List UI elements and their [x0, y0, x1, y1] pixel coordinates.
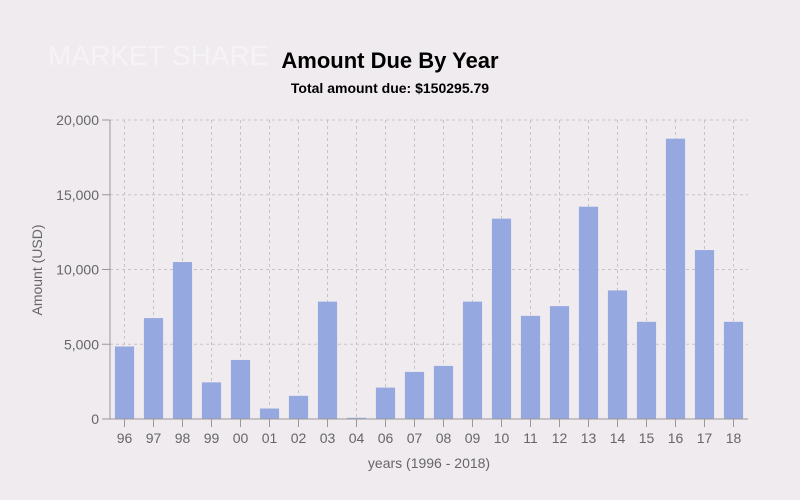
x-axis-label: years (1996 - 2018): [368, 455, 490, 471]
bar-17[interactable]: [694, 250, 715, 419]
bars-group: [114, 138, 744, 419]
x-tick-label: 98: [175, 430, 191, 446]
x-tick-label: 07: [407, 430, 423, 446]
x-tick-label: 13: [581, 430, 597, 446]
x-tick-label: 09: [465, 430, 481, 446]
x-tick-label: 10: [494, 430, 510, 446]
y-tick-label: 5,000: [64, 336, 99, 352]
axes-group: [102, 119, 748, 427]
x-tick-label: 99: [204, 430, 220, 446]
chart-subtitle: Total amount due: $150295.79: [290, 80, 490, 96]
y-tick-label: 15,000: [56, 187, 99, 203]
x-tick-label: 01: [262, 430, 278, 446]
bar-98[interactable]: [172, 262, 193, 419]
bar-06[interactable]: [375, 387, 396, 419]
bar-15[interactable]: [636, 321, 657, 419]
x-tick-label: 12: [552, 430, 568, 446]
grid-lines: [110, 119, 748, 420]
x-tick-label: 18: [726, 430, 742, 446]
y-tick-label: 0: [91, 411, 99, 427]
x-tick-label: 02: [291, 430, 307, 446]
x-tick-label: 14: [610, 430, 626, 446]
bar-01[interactable]: [259, 408, 280, 419]
watermark-text: MARKET SHARE: [48, 40, 269, 71]
bar-09[interactable]: [462, 301, 483, 419]
bar-11[interactable]: [520, 315, 541, 419]
bar-96[interactable]: [114, 346, 135, 419]
bar-10[interactable]: [491, 218, 512, 419]
bar-03[interactable]: [317, 301, 338, 419]
bar-02[interactable]: [288, 395, 309, 419]
x-tick-label: 16: [668, 430, 684, 446]
x-tick-label: 03: [320, 430, 336, 446]
bar-04[interactable]: [346, 417, 367, 419]
x-tick-label: 00: [233, 430, 249, 446]
x-tick-label: 04: [349, 430, 365, 446]
bar-16[interactable]: [665, 138, 686, 419]
y-tick-label: 20,000: [56, 112, 99, 128]
x-tick-label: 06: [378, 430, 394, 446]
bar-99[interactable]: [201, 382, 222, 419]
bar-13[interactable]: [578, 206, 599, 419]
bar-12[interactable]: [549, 306, 570, 419]
x-tick-label: 96: [117, 430, 133, 446]
x-tick-label: 15: [639, 430, 655, 446]
tick-labels-group: 0 5,000 10,000 15,000 20,000 96 97 98 99 00 01 02 03…: [56, 112, 741, 446]
x-tick-label: 97: [146, 430, 162, 446]
x-tick-label: 11: [523, 430, 538, 446]
bar-18[interactable]: [723, 321, 744, 419]
bar-97[interactable]: [143, 318, 164, 419]
bar-07[interactable]: [404, 371, 425, 419]
bar-14[interactable]: [607, 290, 628, 419]
y-axis-label: Amount (USD): [29, 224, 45, 315]
bar-00[interactable]: [230, 359, 251, 419]
bar-08[interactable]: [433, 365, 454, 419]
x-tick-label: 17: [697, 430, 713, 446]
x-tick-label: 08: [436, 430, 452, 446]
chart-title: Amount Due By Year: [281, 48, 499, 73]
y-tick-label: 10,000: [56, 262, 99, 278]
